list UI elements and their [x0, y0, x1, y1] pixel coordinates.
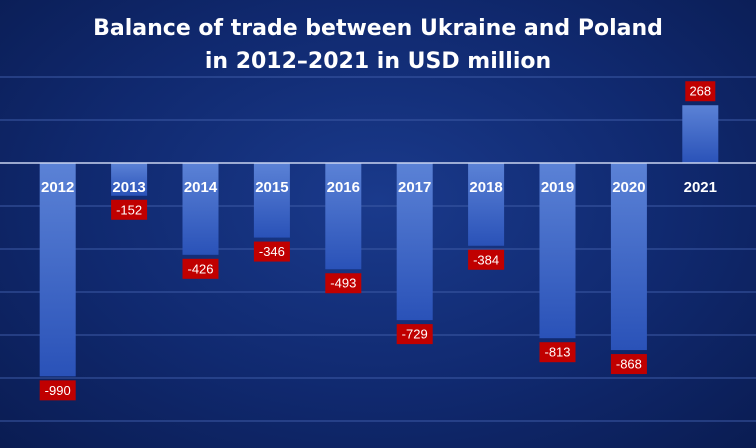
x-tick-label-2018: 2018 [469, 179, 502, 196]
data-label-2017: -729 [402, 327, 428, 342]
bar-2013 [111, 163, 148, 196]
data-label-2020: -868 [616, 357, 642, 372]
bar-2017 [396, 163, 433, 321]
data-label-2016: -493 [330, 276, 356, 291]
bar-2016 [325, 163, 362, 270]
x-tick-label-2020: 2020 [612, 179, 645, 196]
x-tick-label-2015: 2015 [255, 179, 288, 196]
data-label-box-2012 [39, 380, 76, 401]
x-tick-label-2017: 2017 [398, 179, 431, 196]
data-label-box-2021 [685, 81, 716, 102]
data-label-box-2014 [182, 258, 219, 279]
data-label-2021: 268 [689, 84, 711, 99]
bar-2020 [610, 163, 647, 351]
x-tick-label-2013: 2013 [112, 179, 145, 196]
data-label-box-2015 [253, 241, 290, 262]
data-label-2012: -990 [45, 383, 71, 398]
bar-2018 [468, 163, 505, 246]
data-label-2018: -384 [473, 252, 499, 267]
chart-title-line-2: in 2012–2021 in USD million [204, 49, 552, 74]
data-label-box-2017 [396, 324, 433, 345]
data-label-2013: -152 [116, 202, 142, 217]
bar-2019 [539, 163, 576, 339]
data-label-2019: -813 [544, 345, 570, 360]
bar-2014 [182, 163, 219, 255]
data-label-2014: -426 [187, 261, 213, 276]
data-label-box-2013 [111, 199, 148, 220]
x-tick-label-2014: 2014 [184, 179, 218, 196]
chart-title-line-1: Balance of trade between Ukraine and Pol… [93, 16, 663, 41]
data-label-2015: -346 [259, 244, 285, 259]
x-tick-label-2012: 2012 [41, 179, 74, 196]
bar-2021 [682, 105, 719, 163]
x-tick-label-2019: 2019 [541, 179, 574, 196]
bar-2012 [39, 163, 76, 377]
data-label-box-2016 [325, 273, 362, 294]
chart-title: Balance of trade between Ukraine and Pol… [0, 12, 756, 78]
data-label-box-2020 [610, 354, 647, 375]
bar-2015 [253, 163, 290, 238]
x-tick-label-2021: 2021 [684, 179, 717, 196]
data-label-box-2018 [468, 249, 505, 270]
data-label-box-2019 [539, 342, 576, 363]
x-tick-label-2016: 2016 [327, 179, 360, 196]
